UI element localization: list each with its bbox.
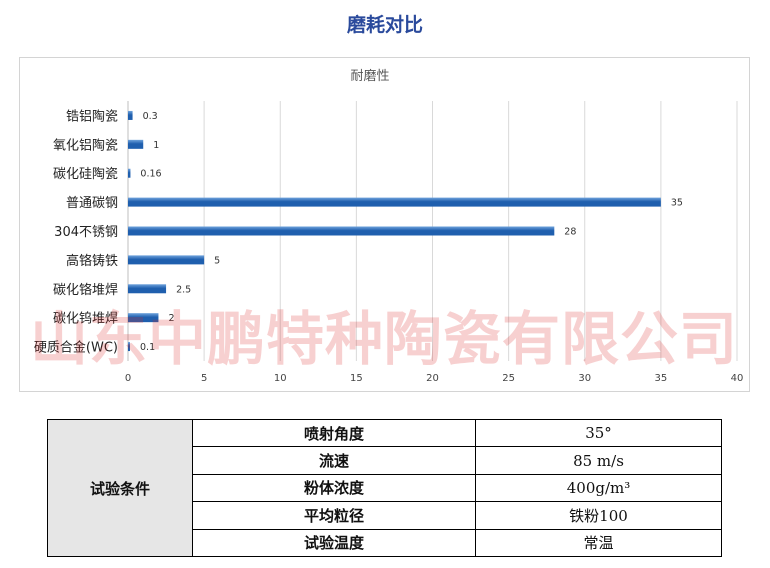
data-label: 35 xyxy=(671,198,683,209)
bar xyxy=(128,139,144,149)
value-cell: 85 m/s xyxy=(475,446,722,475)
table-row: 试验条件 喷射角度 35° xyxy=(47,418,722,557)
data-label: 2.5 xyxy=(176,284,191,295)
category-label: 碳化钨堆焊 xyxy=(53,311,118,327)
data-label: 1 xyxy=(153,140,159,151)
category-label: 高铬铸铁 xyxy=(66,253,118,269)
data-label: 5 xyxy=(214,255,220,266)
bar xyxy=(128,168,131,178)
category-label: 锆铝陶瓷 xyxy=(66,108,118,124)
table-row: 流速 85 m/s xyxy=(48,446,722,475)
value-cell: 常温 xyxy=(475,528,722,558)
param-cell: 喷射角度 xyxy=(192,418,476,448)
value-cell: 铁粉100 xyxy=(475,501,722,530)
param-cell: 流速 xyxy=(192,446,476,475)
x-tick-label: 40 xyxy=(731,373,744,384)
bar xyxy=(128,197,661,207)
chart-title: 耐磨性 xyxy=(350,69,389,84)
data-label: 28 xyxy=(564,227,576,238)
value-cell: 35° xyxy=(475,418,722,448)
data-label: 2 xyxy=(168,313,174,324)
data-label: 0.1 xyxy=(140,342,155,353)
bar xyxy=(128,110,133,120)
x-tick-label: 10 xyxy=(274,373,287,384)
param-cell: 平均粒径 xyxy=(192,501,476,530)
x-tick-label: 30 xyxy=(578,373,591,384)
value-cell: 400g/m³ xyxy=(475,473,722,503)
x-tick-label: 15 xyxy=(350,373,363,384)
x-tick-label: 20 xyxy=(426,373,439,384)
bar xyxy=(128,255,205,265)
category-label: 氧化铝陶瓷 xyxy=(53,137,118,153)
table-row: 平均粒径 铁粉100 xyxy=(48,501,722,530)
bar xyxy=(128,226,555,236)
param-cell: 试验温度 xyxy=(192,528,476,558)
table-row: 粉体浓度 400g/m³ xyxy=(48,473,722,503)
page-title: 磨耗对比 xyxy=(346,14,423,36)
x-tick-label: 35 xyxy=(655,373,668,384)
bar xyxy=(128,284,167,294)
category-label: 碳化铬堆焊 xyxy=(53,282,118,298)
test-conditions-table: 试验条件 喷射角度 35° 流速 85 m/s 粉体浓度 400g/m³ 平均粒… xyxy=(47,418,722,558)
bar xyxy=(128,342,130,352)
bar xyxy=(128,313,159,323)
category-label: 碳化硅陶瓷 xyxy=(53,166,118,182)
param-cell: 粉体浓度 xyxy=(192,473,476,503)
table-row: 试验温度 常温 xyxy=(48,528,722,558)
x-tick-label: 25 xyxy=(502,373,515,384)
data-label: 0.3 xyxy=(143,111,158,122)
x-tick-label: 5 xyxy=(201,373,207,384)
category-label: 硬质合金(WC) xyxy=(34,340,118,356)
category-label: 普通碳钢 xyxy=(66,196,118,211)
x-tick-label: 0 xyxy=(125,373,131,384)
category-label: 304不锈钢 xyxy=(54,225,118,240)
chart-container: 耐磨性 0 5 10 15 20 25 30 35 40 锆铝陶瓷 0.3 氧化铝陶瓷 1 碳化硅陶瓷 0.… xyxy=(19,57,750,392)
data-label: 0.16 xyxy=(140,169,161,180)
conditions-group-label: 试验条件 xyxy=(47,419,193,557)
